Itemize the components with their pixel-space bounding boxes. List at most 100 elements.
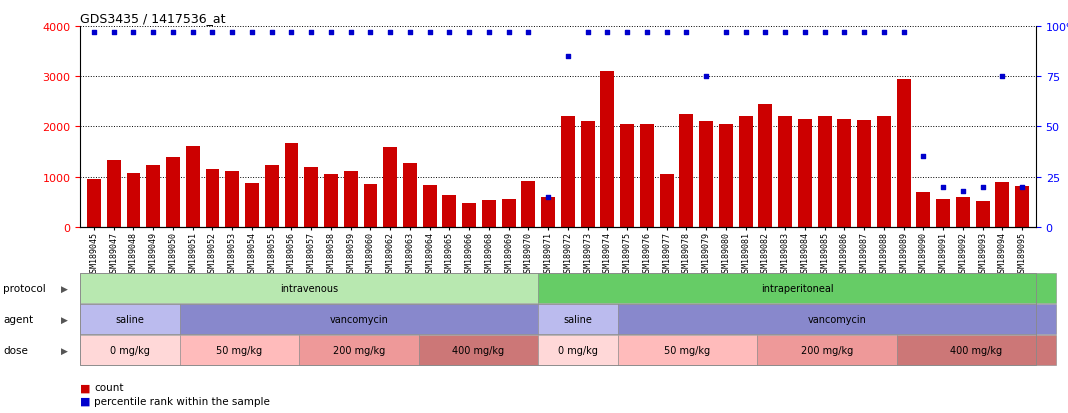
Point [895, 30, 912, 36]
Bar [442, 195, 456, 227]
Bar [561, 117, 575, 227]
Text: intravenous: intravenous [280, 283, 339, 294]
Bar [541, 197, 555, 227]
Text: 400 mg/kg: 400 mg/kg [453, 345, 504, 356]
Bar [225, 172, 239, 227]
Point [737, 30, 754, 36]
Text: 200 mg/kg: 200 mg/kg [801, 345, 853, 356]
Bar [679, 114, 693, 227]
Text: 200 mg/kg: 200 mg/kg [333, 345, 386, 356]
Bar [462, 203, 476, 227]
Point [184, 30, 201, 36]
Point [539, 194, 556, 200]
Bar [284, 144, 298, 227]
Bar [383, 148, 397, 227]
Bar [403, 164, 417, 227]
Bar [798, 119, 812, 227]
Point [836, 30, 853, 36]
Bar [700, 122, 713, 227]
Bar [739, 117, 753, 227]
Point [381, 30, 398, 36]
Text: vancomycin: vancomycin [329, 314, 389, 325]
Text: 0 mg/kg: 0 mg/kg [110, 345, 150, 356]
Bar [600, 72, 614, 227]
Bar [837, 119, 851, 227]
Point [934, 184, 952, 190]
Point [144, 30, 161, 36]
Bar [265, 166, 279, 227]
Point [441, 30, 458, 36]
Text: vancomycin: vancomycin [807, 314, 866, 325]
Point [105, 30, 122, 36]
Point [618, 30, 635, 36]
Bar [423, 185, 437, 227]
Point [658, 30, 675, 36]
Point [362, 30, 379, 36]
Point [421, 30, 438, 36]
Bar [640, 124, 654, 227]
Bar [245, 183, 258, 227]
Text: 0 mg/kg: 0 mg/kg [557, 345, 598, 356]
Text: count: count [94, 382, 124, 392]
Point [718, 30, 735, 36]
Text: ▶: ▶ [61, 315, 67, 324]
Bar [363, 185, 377, 227]
Bar [107, 161, 121, 227]
Text: saline: saline [564, 314, 593, 325]
Text: ■: ■ [80, 382, 91, 392]
Point [1014, 184, 1031, 190]
Point [85, 30, 103, 36]
Point [164, 30, 182, 36]
Bar [344, 171, 358, 227]
Bar [995, 182, 1009, 227]
Text: ▶: ▶ [61, 346, 67, 355]
Point [639, 30, 656, 36]
Bar [205, 170, 219, 227]
Bar [146, 166, 160, 227]
Point [599, 30, 616, 36]
Point [283, 30, 300, 36]
Point [974, 184, 991, 190]
Text: saline: saline [115, 314, 144, 325]
Point [797, 30, 814, 36]
Point [402, 30, 419, 36]
Bar [166, 158, 179, 227]
Point [460, 30, 477, 36]
Bar [1016, 186, 1030, 227]
Point [915, 154, 932, 160]
Text: ▶: ▶ [61, 284, 67, 293]
Point [697, 74, 714, 80]
Point [579, 30, 596, 36]
Point [125, 30, 142, 36]
Bar [877, 117, 891, 227]
Point [560, 54, 577, 60]
Bar [581, 122, 595, 227]
Bar [976, 201, 990, 227]
Bar [304, 168, 318, 227]
Bar [186, 147, 200, 227]
Point [776, 30, 794, 36]
Point [855, 30, 873, 36]
Text: GDS3435 / 1417536_at: GDS3435 / 1417536_at [80, 12, 225, 25]
Text: 50 mg/kg: 50 mg/kg [217, 345, 263, 356]
Point [244, 30, 261, 36]
Point [876, 30, 893, 36]
Point [323, 30, 340, 36]
Text: percentile rank within the sample: percentile rank within the sample [94, 396, 270, 406]
Bar [502, 199, 516, 227]
Point [520, 30, 537, 36]
Text: dose: dose [3, 345, 28, 356]
Point [757, 30, 774, 36]
Bar [324, 175, 337, 227]
Bar [758, 104, 772, 227]
Bar [779, 117, 792, 227]
Point [994, 74, 1011, 80]
Bar [897, 79, 911, 227]
Text: 50 mg/kg: 50 mg/kg [664, 345, 710, 356]
Text: agent: agent [3, 314, 33, 325]
Bar [719, 124, 733, 227]
Point [678, 30, 695, 36]
Text: protocol: protocol [3, 283, 46, 294]
Point [204, 30, 221, 36]
Point [816, 30, 833, 36]
